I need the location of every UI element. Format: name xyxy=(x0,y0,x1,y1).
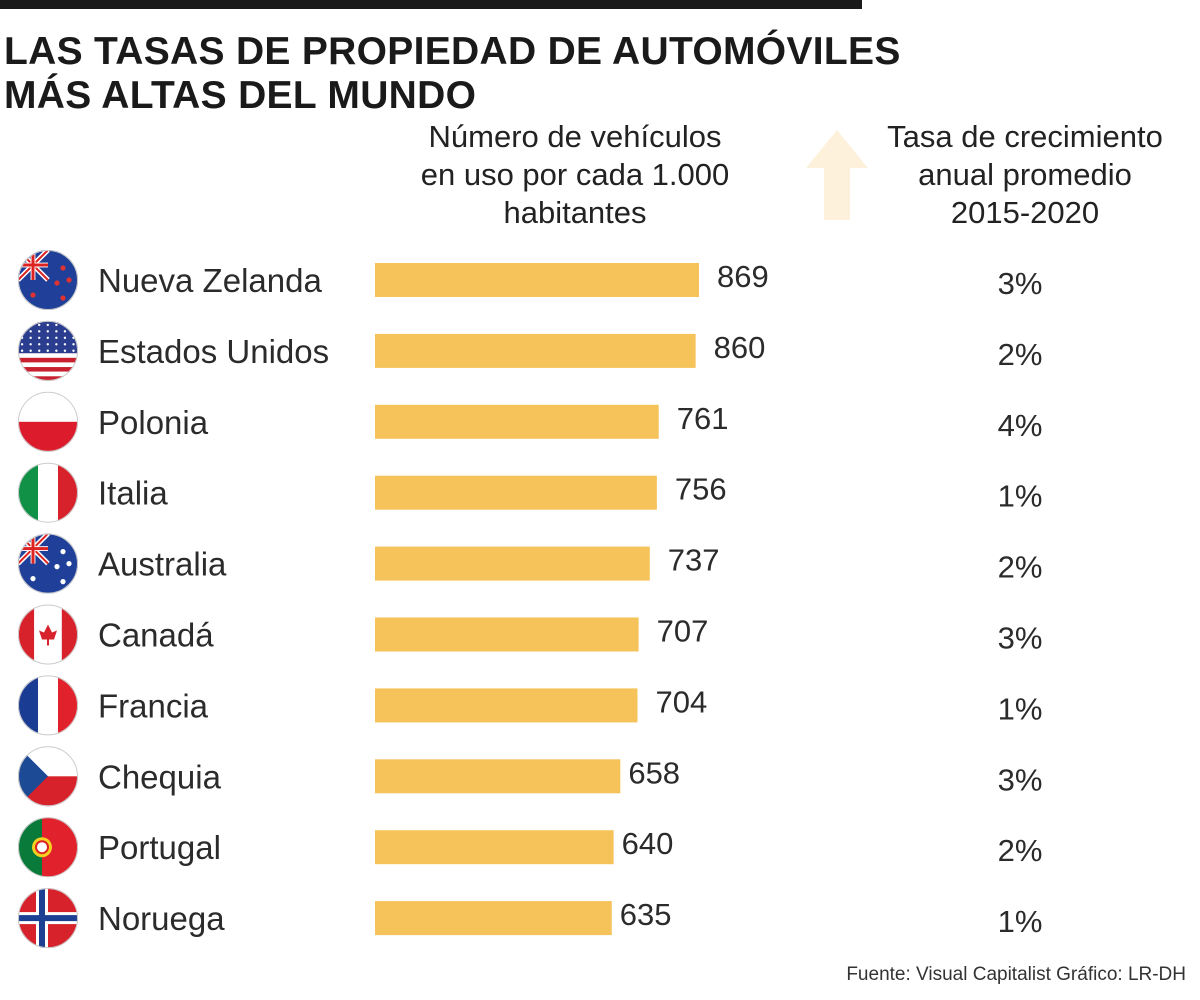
bar xyxy=(375,759,621,794)
growth-label: 2% xyxy=(998,833,1043,868)
category-label: Francia xyxy=(98,687,209,724)
category-label: Chequia xyxy=(98,758,222,795)
category-label: Nueva Zelanda xyxy=(98,262,322,299)
growth-label: 3% xyxy=(998,621,1043,656)
category-label: Portugal xyxy=(98,829,221,866)
bar xyxy=(375,617,639,652)
value-label: 737 xyxy=(668,543,720,578)
chart-title: LAS TASAS DE PROPIEDAD DE AUTOMÓVILES MÁ… xyxy=(4,30,901,118)
value-label: 869 xyxy=(717,259,769,294)
value-header-line-1: Número de vehículos xyxy=(428,119,722,154)
au-flag-icon xyxy=(18,533,78,594)
up-arrow-icon xyxy=(806,130,868,220)
growth-label: 1% xyxy=(998,691,1043,726)
us-flag-icon xyxy=(18,320,78,381)
category-label: Australia xyxy=(98,546,227,583)
top-rule xyxy=(0,0,862,9)
category-label: Noruega xyxy=(98,900,225,937)
bar xyxy=(375,546,650,581)
value-label: 756 xyxy=(675,472,727,507)
growth-column-header: Tasa de crecimiento anual promedio 2015-… xyxy=(850,118,1200,232)
growth-label: 3% xyxy=(998,266,1043,301)
value-label: 707 xyxy=(657,614,709,649)
bar xyxy=(375,830,614,865)
value-column-header: Número de vehículos en uso por cada 1.00… xyxy=(380,118,770,232)
value-header-line-3: habitantes xyxy=(503,195,647,230)
value-label: 658 xyxy=(628,755,680,790)
value-label: 640 xyxy=(622,826,674,861)
growth-label: 2% xyxy=(998,550,1043,585)
title-line-2: MÁS ALTAS DEL MUNDO xyxy=(4,74,477,117)
growth-label: 1% xyxy=(998,904,1043,939)
growth-header-line-2: anual promedio xyxy=(918,157,1132,192)
value-label: 704 xyxy=(655,684,707,719)
growth-header-line-1: Tasa de crecimiento xyxy=(887,119,1163,154)
bar xyxy=(375,475,657,510)
bar xyxy=(375,263,699,297)
category-label: Polonia xyxy=(98,404,209,441)
category-label: Estados Unidos xyxy=(98,333,329,370)
bar xyxy=(375,404,659,439)
value-label: 635 xyxy=(620,897,672,932)
growth-header-line-3: 2015-2020 xyxy=(950,195,1100,230)
value-label: 860 xyxy=(714,330,766,365)
bar xyxy=(375,901,612,936)
growth-label: 3% xyxy=(998,762,1043,797)
category-label: Canadá xyxy=(98,617,214,654)
category-label: Italia xyxy=(98,475,168,512)
growth-label: 1% xyxy=(998,479,1043,514)
growth-label: 4% xyxy=(998,408,1043,443)
no-flag-icon xyxy=(18,888,78,949)
growth-label: 2% xyxy=(998,337,1043,372)
source-credit: Fuente: Visual Capitalist Gráfico: LR-DH xyxy=(846,964,1186,985)
bar xyxy=(375,333,696,368)
value-header-line-2: en uso por cada 1.000 xyxy=(420,157,730,192)
bar xyxy=(375,688,638,723)
title-line-1: LAS TASAS DE PROPIEDAD DE AUTOMÓVILES xyxy=(4,30,901,73)
value-label: 761 xyxy=(677,401,729,436)
